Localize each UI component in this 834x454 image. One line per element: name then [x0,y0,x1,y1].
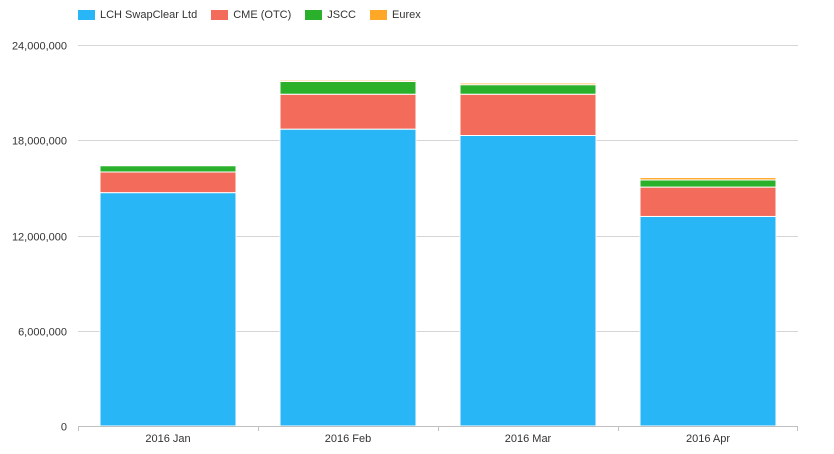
bar-eurex-2016-mar [459,82,597,86]
legend-item[interactable]: CME (OTC) [211,9,291,21]
bar-cme-otc-2016-mar [459,93,597,136]
x-tick-label: 2016 Apr [686,433,730,445]
bar-eurex-2016-jan [99,164,237,167]
bar-jscc-2016-mar [459,84,597,95]
legend: LCH SwapClear Ltd CME (OTC) JSCC Eurex [78,9,435,21]
x-tick-label: 2016 Jan [145,433,190,445]
bar-jscc-2016-apr [639,179,777,188]
bar-cme-otc-2016-jan [99,171,237,194]
y-tick-label: 24,000,000 [12,41,67,53]
legend-swatch [211,10,229,20]
bar-cme-otc-2016-apr [639,186,777,217]
y-tick-label: 6,000,000 [18,327,67,339]
y-tick-label: 0 [61,422,67,434]
bar-lch-swapclear-ltd-2016-jan [99,192,237,427]
legend-label: Eurex [392,9,421,21]
legend-item[interactable]: JSCC [305,9,356,21]
y-tick-label: 12,000,000 [12,232,67,244]
bar-jscc-2016-feb [279,81,417,95]
x-tick-label: 2016 Feb [325,433,371,445]
legend-swatch [305,10,323,20]
bar-lch-swapclear-ltd-2016-mar [459,134,597,427]
bar-cme-otc-2016-feb [279,93,417,130]
legend-label: LCH SwapClear Ltd [100,9,198,21]
legend-item[interactable]: LCH SwapClear Ltd [78,9,197,21]
legend-swatch [370,10,387,20]
bar-jscc-2016-jan [99,165,237,173]
bar-lch-swapclear-ltd-2016-apr [639,215,777,427]
bar-lch-swapclear-ltd-2016-feb [279,128,417,427]
x-tick-label: 2016 Mar [505,433,552,445]
bar-eurex-2016-apr [639,177,777,181]
legend-label: CME (OTC) [233,9,292,21]
legend-swatch [78,10,95,20]
bar-eurex-2016-feb [279,79,417,83]
legend-label: JSCC [327,9,356,21]
y-tick-label: 18,000,000 [12,136,67,148]
legend-item[interactable]: Eurex [370,9,421,21]
